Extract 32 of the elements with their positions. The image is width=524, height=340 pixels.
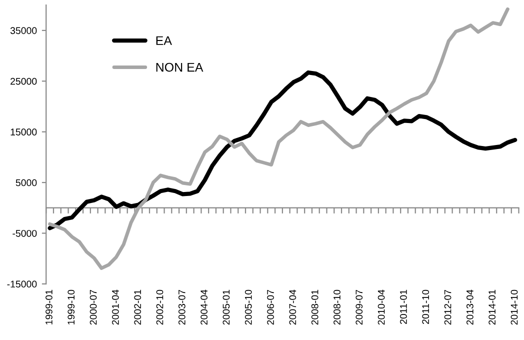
y-tick-label: -5000 (12, 230, 37, 237)
line-series (48, 70, 518, 230)
x-tick-label: 2008-01 (311, 290, 318, 325)
x-tick-label: 2002-01 (134, 290, 142, 325)
x-tick-label: 2009-07 (356, 290, 363, 325)
x-tick-label: 2005-01 (222, 290, 230, 325)
x-tick-label: 2000-07 (90, 290, 97, 325)
x-tick-label: 1999-10 (68, 290, 75, 324)
legend-label: EA (156, 36, 172, 45)
x-tick-label: 2012-07 (444, 290, 452, 325)
x-tick-label: 2006-07 (267, 290, 274, 325)
x-tick-label: 2014-01 (488, 290, 496, 325)
y-tick-label: 15000 (10, 128, 37, 136)
x-tick-label: 2001-04 (112, 290, 119, 325)
x-tick-label: 2013-04 (466, 290, 474, 325)
x-tick-label: 2002-10 (156, 290, 164, 325)
x-tick-label: 2007-04 (289, 290, 296, 325)
x-tick-label: 2004-04 (200, 290, 208, 325)
x-tick-label: 2011-10 (422, 290, 430, 324)
x-tick-label: 2014-10 (510, 290, 518, 325)
y-tick-label: 35000 (10, 27, 37, 34)
x-tick-label: 1999-01 (46, 290, 52, 324)
x-tick-label: 2005-10 (244, 290, 252, 325)
x-tick-label: 2008-10 (334, 290, 340, 325)
y-tick-label: 25000 (10, 78, 37, 85)
y-tick-label: -15000 (7, 280, 37, 288)
line-series (48, 7, 510, 270)
x-tick-label: 2010-04 (378, 290, 385, 325)
y-tick-label: 5000 (16, 179, 37, 186)
x-tick-label: 2011-01 (400, 290, 407, 324)
x-tick-label: 2003-07 (178, 290, 186, 325)
legend-label: NON EA (156, 62, 204, 72)
